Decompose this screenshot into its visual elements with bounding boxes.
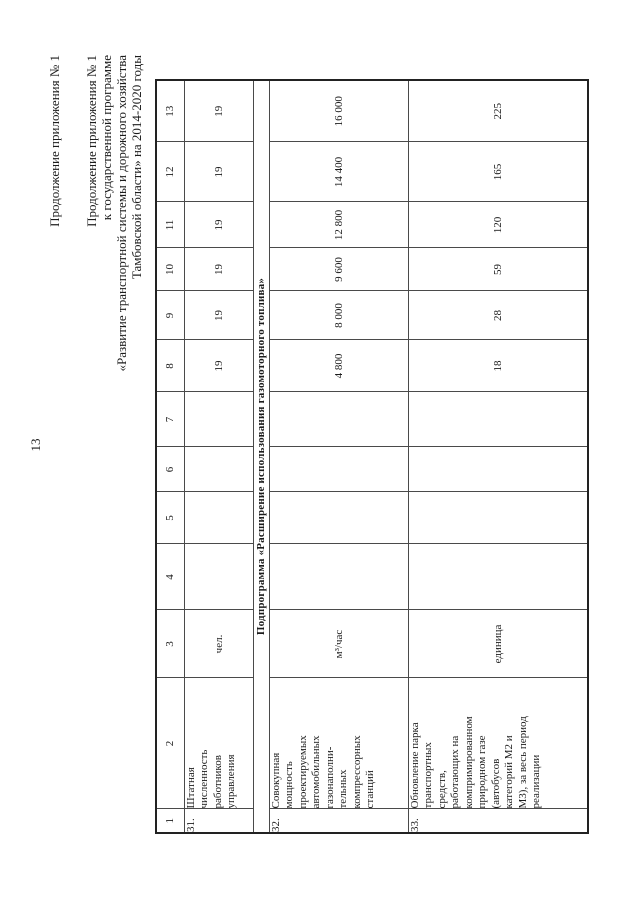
table-row: 33. Обновление парка транспортных средст… xyxy=(408,80,588,833)
value-cell xyxy=(269,492,408,544)
value-cell: 28 xyxy=(408,291,588,340)
column-number-cell: 12 xyxy=(156,142,184,202)
value-cell: 19 xyxy=(184,291,253,340)
value-cell: 9 600 xyxy=(269,248,408,291)
value-cell: 16 000 xyxy=(269,80,408,142)
value-cell xyxy=(269,447,408,492)
row-number-cell: 33. xyxy=(408,809,588,833)
value-cell: 19 xyxy=(184,202,253,248)
value-cell: 19 xyxy=(184,80,253,142)
table-row: 31. Штатная численность работников управ… xyxy=(184,80,253,833)
subprogram-banner-row: Подпрограмма «Расширение использования г… xyxy=(253,80,269,833)
value-cell: 120 xyxy=(408,202,588,248)
continuation-note: Продолжение приложения № 1 xyxy=(47,55,62,227)
appendix-reference-line: «Развитие транспортной системы и дорожно… xyxy=(114,55,129,372)
value-cell: 18 xyxy=(408,340,588,392)
value-cell xyxy=(408,392,588,447)
indicator-name-cell: Штатная численность работников управлени… xyxy=(184,678,253,809)
value-cell xyxy=(184,392,253,447)
table-row: 32. Совокупная мощность проектируемых ав… xyxy=(269,80,408,833)
value-cell: 12 800 xyxy=(269,202,408,248)
indicator-name-cell: Совокупная мощность проектируемых автомо… xyxy=(269,678,408,809)
value-cell: 4 800 xyxy=(269,340,408,392)
unit-cell: м³/час xyxy=(269,610,408,678)
value-cell xyxy=(184,447,253,492)
column-number-cell: 7 xyxy=(156,392,184,447)
value-cell: 225 xyxy=(408,80,588,142)
value-cell: 19 xyxy=(184,248,253,291)
page-number: 13 xyxy=(28,438,43,452)
column-number-cell: 11 xyxy=(156,202,184,248)
value-cell xyxy=(408,447,588,492)
value-cell: 14 400 xyxy=(269,142,408,202)
column-number-cell: 5 xyxy=(156,492,184,544)
column-number-cell: 3 xyxy=(156,610,184,678)
column-number-cell: 1 xyxy=(156,809,184,833)
value-cell: 19 xyxy=(184,340,253,392)
value-cell xyxy=(408,544,588,610)
subprogram-banner: Подпрограмма «Расширение использования г… xyxy=(253,80,269,833)
row-number-cell: 31. xyxy=(184,809,253,833)
value-cell xyxy=(269,392,408,447)
value-cell: 8 000 xyxy=(269,291,408,340)
column-number-cell: 8 xyxy=(156,340,184,392)
value-cell xyxy=(184,492,253,544)
appendix-reference-line: Продолжение приложения № 1 xyxy=(84,55,99,227)
column-number-cell: 6 xyxy=(156,447,184,492)
value-cell: 165 xyxy=(408,142,588,202)
appendix-reference-line: Тамбовской области» на 2014-2020 годы xyxy=(129,55,144,280)
column-number-cell: 10 xyxy=(156,248,184,291)
value-cell: 19 xyxy=(184,142,253,202)
column-number-cell: 13 xyxy=(156,80,184,142)
column-number-cell: 4 xyxy=(156,544,184,610)
row-number-cell: 32. xyxy=(269,809,408,833)
indicators-table: 1 2 3 4 5 6 7 8 9 10 11 12 13 31. Штатна… xyxy=(155,79,589,834)
column-numbers-row: 1 2 3 4 5 6 7 8 9 10 11 12 13 xyxy=(156,80,184,833)
value-cell xyxy=(184,544,253,610)
column-number-cell: 2 xyxy=(156,678,184,809)
unit-cell: чел. xyxy=(184,610,253,678)
value-cell: 59 xyxy=(408,248,588,291)
value-cell xyxy=(408,492,588,544)
appendix-reference-line: к государственной программе xyxy=(99,55,114,221)
appendix-reference: Продолжение приложения № 1 к государстве… xyxy=(84,55,144,371)
indicator-name-cell: Обновление парка транспортных средств, р… xyxy=(408,678,588,809)
value-cell xyxy=(269,544,408,610)
unit-cell: единица xyxy=(408,610,588,678)
column-number-cell: 9 xyxy=(156,291,184,340)
